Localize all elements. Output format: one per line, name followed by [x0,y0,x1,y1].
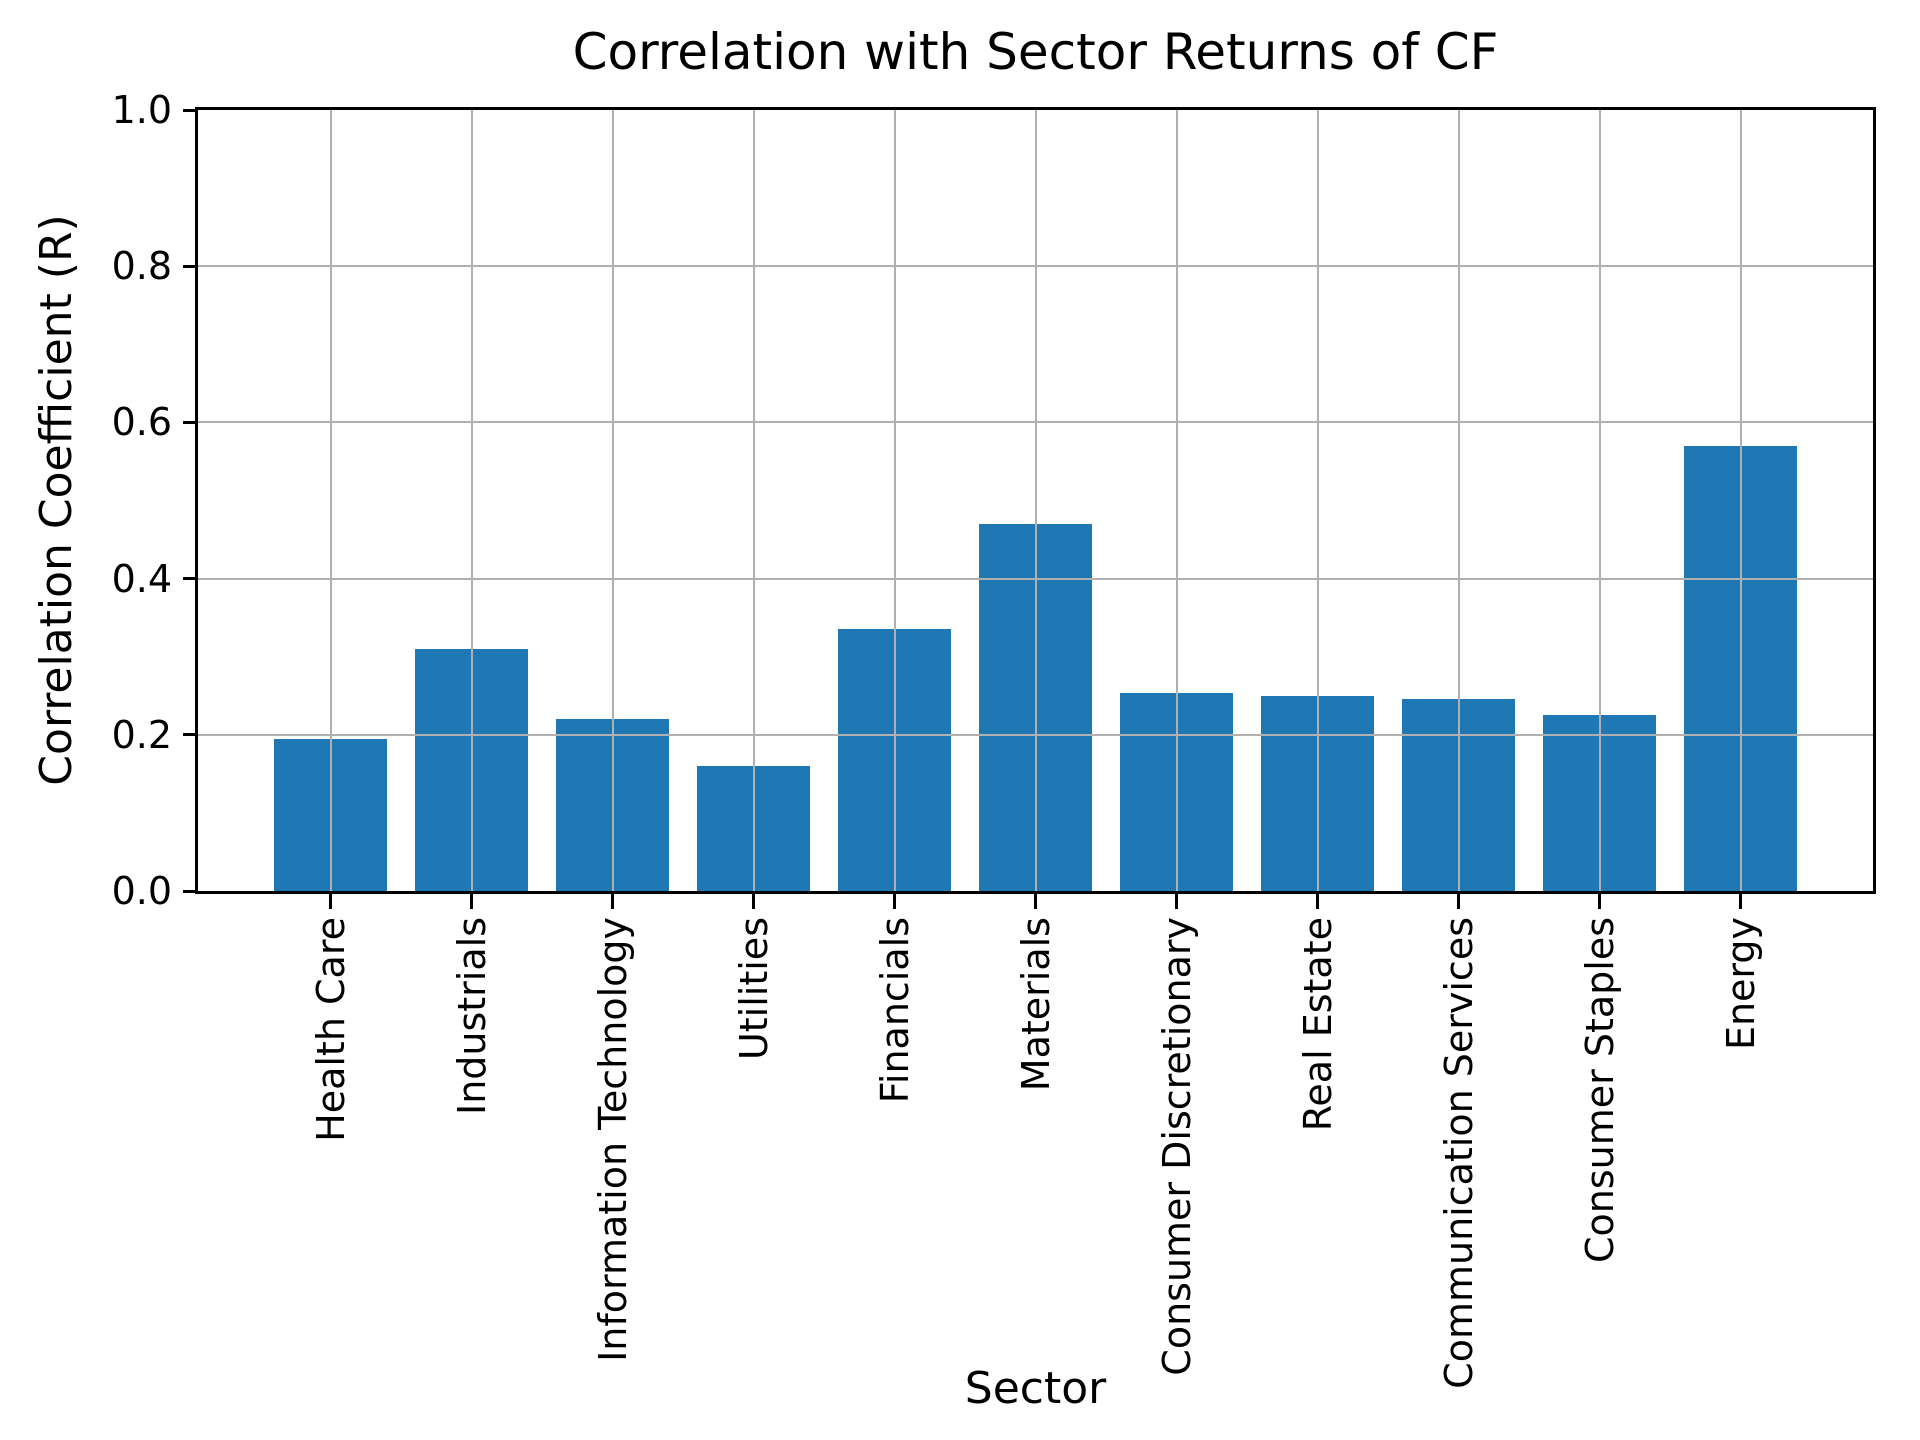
v-gridline-consumer-discretionary [1175,110,1178,891]
x-tick-consumer-discretionary [1175,894,1178,909]
x-tick-label-utilities: Utilities [731,917,776,1061]
x-tick-label-energy: Energy [1718,917,1763,1051]
y-tick-1.0 [183,108,198,112]
x-tick-utilities [752,894,755,909]
v-gridline-energy [1739,110,1742,891]
x-tick-label-information-technology: Information Technology [590,917,635,1362]
x-tick-consumer-staples [1598,894,1601,909]
x-tick-label-industrials: Industrials [449,917,494,1116]
y-tick-label-0.2: 0.2 [111,712,172,757]
x-tick-label-communication-services: Communication Services [1436,917,1481,1389]
v-gridline-utilities [752,110,755,891]
y-tick-0.8 [183,264,198,268]
y-tick-0.2 [183,733,198,737]
v-gridline-materials [1034,110,1037,891]
x-tick-materials [1034,894,1037,909]
v-gridline-industrials [470,110,473,891]
x-tick-label-financials: Financials [872,917,917,1104]
x-axis-label: Sector [964,1363,1107,1414]
x-tick-real-estate [1316,894,1319,909]
y-tick-label-0.4: 0.4 [111,556,172,601]
y-axis-label-text: Correlation Coefficient (R) [31,214,82,786]
v-gridline-consumer-staples [1598,110,1601,891]
x-tick-industrials [470,894,473,909]
v-gridline-communication-services [1457,110,1460,891]
y-tick-label-1.0: 1.0 [111,88,172,132]
x-tick-label-materials: Materials [1013,917,1058,1092]
x-tick-label-consumer-discretionary: Consumer Discretionary [1154,917,1199,1376]
plot-area [195,107,1876,894]
y-tick-label-0.6: 0.6 [111,400,172,445]
chart-title: Correlation with Sector Returns of CF [572,23,1499,81]
x-tick-label-real-estate: Real Estate [1295,917,1340,1132]
x-tick-health-care [329,894,332,909]
y-tick-0.4 [183,577,198,581]
x-tick-communication-services [1457,894,1460,909]
y-tick-0.0 [183,889,198,893]
v-gridline-health-care [329,110,332,891]
x-tick-financials [893,894,896,909]
x-tick-information-technology [611,894,614,909]
v-gridline-real-estate [1316,110,1319,891]
y-tick-0.6 [183,420,198,424]
x-tick-label-health-care: Health Care [308,917,353,1142]
y-tick-label-0.8: 0.8 [111,244,172,289]
x-tick-energy [1739,894,1742,909]
v-gridline-information-technology [611,110,614,891]
v-gridline-financials [893,110,896,891]
y-tick-label-0.0: 0.0 [111,869,172,913]
x-tick-label-consumer-staples: Consumer Staples [1577,917,1622,1264]
